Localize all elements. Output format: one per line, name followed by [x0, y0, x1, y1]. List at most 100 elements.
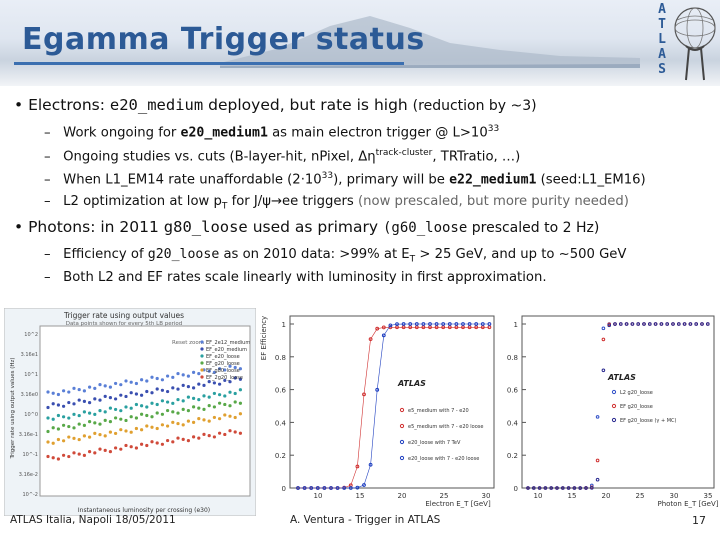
- plot1-point: [238, 377, 242, 381]
- plot1-point: [56, 457, 61, 461]
- plot1-point: [93, 451, 97, 455]
- plot3-ytick: 1: [514, 321, 518, 329]
- plot1-point: [124, 379, 128, 383]
- plot1-point: [119, 447, 123, 451]
- plot3-ytick: 0.2: [507, 452, 518, 460]
- plot3-xtick: 35: [704, 492, 713, 500]
- plot1-point: [186, 374, 190, 378]
- plot1-point: [98, 383, 102, 387]
- plot3-point: [543, 486, 548, 490]
- plot1-point: [108, 396, 112, 400]
- plot3-point: [578, 486, 582, 490]
- plot1-ytick: 3.16e-1: [19, 432, 38, 438]
- plot1-point: [228, 390, 232, 394]
- plot1-point: [186, 395, 190, 399]
- plot1-point: [108, 430, 112, 434]
- plot1-point: [129, 445, 133, 449]
- plot1-point: [233, 365, 237, 370]
- plot1-point: [192, 435, 196, 439]
- plot1-point: [223, 394, 227, 398]
- plot1-point: [145, 424, 149, 428]
- plot1-point: [51, 426, 55, 430]
- plot1-point: [72, 436, 76, 440]
- plot1-point: [145, 389, 149, 394]
- plot1-point: [155, 411, 159, 415]
- plot3-point: [671, 322, 675, 326]
- plot3-point: [572, 486, 577, 490]
- plot1-point: [77, 413, 81, 418]
- plot2-ytick: 0.2: [275, 452, 286, 460]
- bullet-photons: • Photons: in 2011 g80_loose used as pri…: [14, 218, 600, 236]
- plot1-point: [202, 432, 206, 436]
- plot1-point: [233, 430, 237, 434]
- plot3-point: [706, 322, 710, 326]
- plot2-ticks: 1 0.8 0.6 0.4 0.2 0 10 15 20 25 30: [275, 321, 491, 500]
- plot1-point: [103, 418, 107, 422]
- plot1-point: [197, 436, 201, 440]
- plot1-point: [98, 409, 102, 413]
- plot1-point: [62, 389, 66, 393]
- plot1-point: [108, 406, 112, 410]
- slide-title: Egamma Trigger status: [22, 22, 425, 57]
- plot1-point: [124, 394, 128, 399]
- plot1-point: [119, 428, 123, 432]
- plot3-point: [682, 322, 687, 326]
- plot1-point: [207, 404, 211, 408]
- plot1-point: [46, 454, 50, 459]
- plot1-point: [212, 391, 216, 396]
- plot1-point: [238, 388, 242, 392]
- plot3-point: [613, 322, 617, 326]
- plot1-point: [67, 390, 71, 394]
- plot1-data-bands: [46, 364, 242, 461]
- plot3-xtick: 10: [534, 492, 543, 500]
- plot3-ytick: 0.6: [507, 387, 519, 395]
- plot1-point: [124, 405, 128, 409]
- plot2-legend-entry: e5_medium with 7 - e20 loose: [408, 424, 483, 430]
- plot1-point: [150, 375, 154, 379]
- plot1-point: [51, 441, 55, 445]
- plot3-point: [549, 486, 554, 490]
- plot1-point: [140, 442, 144, 446]
- plot1-point: [51, 417, 55, 421]
- plot1-ytick: 10^-2: [22, 492, 38, 498]
- plot2-legend-marker: [399, 423, 405, 429]
- plot1-point: [114, 416, 118, 420]
- plot1-point: [233, 376, 237, 380]
- plot1-point: [124, 429, 128, 433]
- plot1-point: [103, 394, 107, 398]
- plot1-point: [228, 364, 232, 368]
- plot1-point: [155, 441, 159, 445]
- plot1-point: [93, 431, 97, 435]
- plot1-point: [93, 421, 97, 425]
- plot2-curves: [296, 322, 492, 490]
- plot1-point: [155, 402, 159, 407]
- plot1-point: [233, 415, 237, 420]
- plot1-point: [124, 418, 128, 423]
- plot1-ytick: 10^2: [24, 332, 38, 338]
- plot1-point: [145, 405, 149, 409]
- photon-efficiency-plot: Photon E_T [GeV] ATLAS 10.80.60.40.2010 1…: [498, 308, 718, 513]
- plot1-point: [212, 370, 216, 375]
- plot3-point: [601, 368, 606, 373]
- plot1-ytick: 3.16e0: [21, 392, 38, 398]
- plot1-point: [129, 415, 133, 419]
- plot1-point: [181, 399, 185, 403]
- plot1-point: [207, 419, 211, 423]
- plot3-legend-entry: EF g20_loose: [620, 404, 653, 410]
- plot1-point: [119, 417, 123, 421]
- plot3-xtick: 25: [636, 492, 645, 500]
- plot1-point: [51, 391, 55, 395]
- plot1-point: [171, 401, 175, 405]
- plot1-point: [72, 426, 76, 430]
- plot3-point: [561, 486, 565, 490]
- plot1-point: [202, 407, 206, 411]
- plot1-point: [176, 387, 180, 391]
- plot1-point: [150, 440, 154, 444]
- plot1-point: [186, 409, 190, 413]
- plot3-xlabel: Photon E_T [GeV]: [657, 500, 718, 508]
- plot1-point: [67, 424, 71, 429]
- plot1-ytick: 10^-1: [22, 452, 38, 458]
- plot2-ytick: 0.6: [275, 387, 287, 395]
- plot1-point: [129, 391, 133, 395]
- plot1-point: [207, 395, 211, 399]
